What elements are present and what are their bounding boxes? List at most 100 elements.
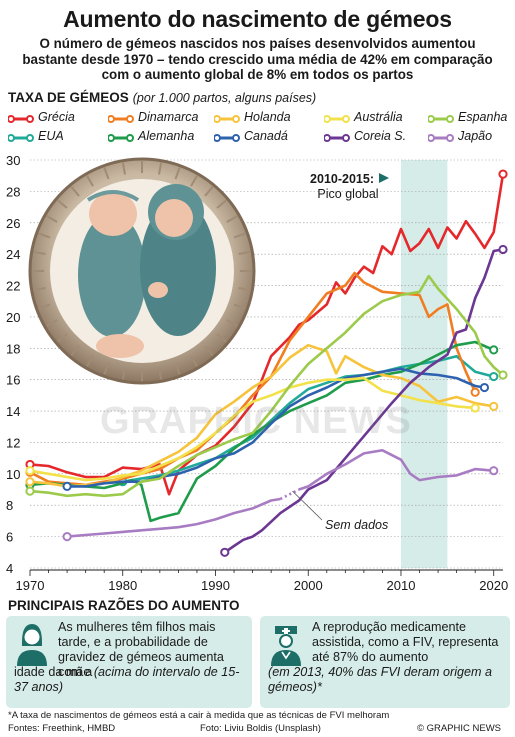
y-tick-label: 26: [6, 216, 20, 231]
series-end-point-eua: [489, 371, 499, 382]
x-tick-label: 2010: [387, 578, 416, 593]
line-chart: 4 6 8 10 12 14 16 18 20 22 24 26 28 30 1970 1980 1990 20…: [6, 153, 508, 593]
photo-credit: Foto: Liviu Boldis (Unsplash): [200, 723, 321, 734]
legend-label: Coreia S.: [354, 129, 407, 143]
series-end-point-grecia: [498, 169, 508, 179]
reason-ivf-text-top: A reprodução medicamente assistida, como…: [312, 620, 499, 664]
legend-swatch-icon: [427, 134, 454, 142]
y-tick-label: 16: [6, 373, 20, 388]
reason-box-ivf: A reprodução medicamente assistida, como…: [260, 616, 510, 708]
y-tick-label: 10: [6, 467, 20, 482]
x-tick-label: 1980: [108, 578, 137, 593]
legend-item-eua: EUA: [7, 129, 64, 144]
series-start-point-holanda: [25, 477, 35, 487]
legend-swatch-icon: [107, 115, 134, 123]
series-end-point-japao: [489, 466, 499, 476]
series-line-alemanha: [29, 340, 495, 523]
legend-swatch-icon: [107, 134, 134, 142]
no-data-leader: [292, 490, 323, 521]
page-subtitle: O número de gémeos nascidos nos países d…: [22, 36, 493, 82]
legend-label: EUA: [38, 129, 64, 143]
legend-swatch-icon: [7, 115, 34, 123]
peak-arrow-icon: [379, 173, 389, 183]
legend-item-japao: Japão: [427, 129, 493, 144]
y-tick-label: 20: [6, 310, 20, 325]
legend-item-holanda: Holanda: [213, 110, 291, 125]
legend-swatch-icon: [427, 115, 454, 123]
reason-age-text-bottom: idade da mãe (acima do intervalo de 15-3…: [14, 665, 240, 694]
y-tick-label: 8: [6, 498, 13, 513]
legend-swatch-icon: [7, 134, 34, 142]
legend-label: Grécia: [38, 110, 75, 124]
series-end-point-australia: [470, 403, 480, 413]
watermark: GRAPHIC NEWS: [100, 400, 412, 442]
woman-icon: [14, 622, 50, 671]
series-end-point-canada: [479, 382, 490, 393]
reasons-heading: PRINCIPAIS RAZÕES DO AUMENTO: [8, 598, 240, 613]
y-tick-label: 12: [6, 435, 20, 450]
chart-heading-note: (por 1.000 partos, alguns países): [132, 91, 317, 105]
page-title: Aumento do nascimento de gémeos: [63, 6, 452, 32]
no-data-label: Sem dados: [325, 518, 388, 532]
reason-age-text-top: As mulheres têm filhos mais tarde, e a p…: [58, 620, 224, 679]
series-end-point-espanha: [498, 370, 508, 380]
series-line-coreia-s: [224, 248, 504, 554]
x-tick-label: 2000: [294, 578, 323, 593]
peak-annotation-label: 2010-2015:: [310, 172, 374, 186]
series-start-point-australia: [25, 466, 35, 476]
y-tick-label: 28: [6, 184, 20, 199]
y-tick-label: 4: [6, 561, 13, 576]
legend-label: Dinamarca: [138, 110, 199, 124]
series-start-point-canada: [62, 481, 72, 491]
legend-item-australia: Austrália: [323, 110, 403, 125]
legend-item-coreia-s: Coreia S.: [323, 129, 407, 144]
series-gap-japao: [279, 488, 300, 501]
series-line-australia: [29, 376, 476, 482]
series-line-japao: [66, 497, 281, 538]
y-tick-label: 6: [6, 530, 13, 545]
legend-item-espanha: Espanha: [427, 110, 508, 125]
x-tick-label: 1990: [201, 578, 230, 593]
legend-label: Holanda: [244, 110, 291, 124]
copyright: © GRAPHIC NEWS: [416, 723, 501, 734]
chart-heading-title: TAXA DE GÉMEOS: [8, 90, 129, 105]
legend-label: Austrália: [354, 110, 403, 124]
legend-label: Japão: [458, 129, 493, 143]
y-tick-label: 22: [6, 279, 20, 294]
series-end-point-coreia-s: [498, 244, 508, 255]
legend-item-canada: Canadá: [213, 129, 288, 144]
series-start-point-coreia-s: [220, 547, 230, 557]
series-end-point-holanda: [489, 401, 499, 411]
series-line-espanha: [29, 274, 504, 498]
twin-babies-photo: [28, 157, 256, 385]
series-end-point-dinamarca: [470, 387, 480, 397]
legend-item-dinamarca: Dinamarca: [107, 110, 199, 125]
legend-label: Alemanha: [138, 129, 195, 143]
peak-annotation-sub: Pico global: [317, 187, 378, 201]
x-tick-label: 2020: [479, 578, 508, 593]
legend-label: Espanha: [458, 110, 508, 124]
chart-heading: TAXA DE GÉMEOS (por 1.000 partos, alguns …: [8, 90, 316, 105]
legend-item-grecia: Grécia: [7, 110, 75, 125]
series-end-point-alemanha: [489, 345, 499, 355]
legend-swatch-icon: [323, 134, 350, 142]
reason-ivf-text-bottom: (em 2013, 40% das FVI deram origem a gém…: [268, 665, 506, 695]
footnote: *A taxa de nascimentos de gémeos está a …: [8, 710, 390, 721]
series-start-point-espanha: [25, 486, 35, 496]
x-tick-label: 1970: [16, 578, 45, 593]
reason-box-age: As mulheres têm filhos mais tarde, e a p…: [6, 616, 252, 708]
series-start-point-japao: [62, 532, 72, 542]
reason-note: (acima do intervalo de 15-37 anos): [14, 665, 240, 694]
y-tick-label: 30: [6, 153, 20, 168]
sources: Fontes: Freethink, HMBD: [8, 723, 116, 734]
series-line-japao: [298, 449, 494, 491]
legend-swatch-icon: [213, 134, 240, 142]
legend-swatch-icon: [213, 115, 240, 123]
legend-label: Canadá: [244, 129, 288, 143]
nurse-icon: [268, 622, 304, 671]
legend-item-alemanha: Alemanha: [107, 129, 195, 144]
reason-note: (em 2013, 40% das FVI deram origem a gém…: [268, 665, 492, 694]
series-line-holanda: [29, 343, 494, 488]
y-tick-label: 24: [6, 247, 20, 262]
y-tick-label: 18: [6, 341, 20, 356]
